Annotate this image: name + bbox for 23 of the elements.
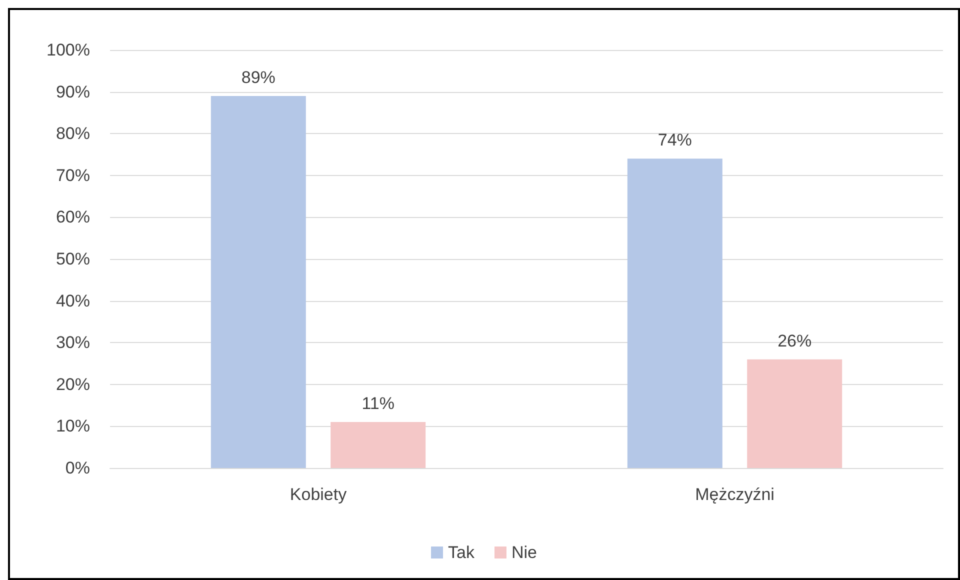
y-tick-label: 30%: [56, 333, 90, 352]
x-tick-label: Kobiety: [290, 485, 348, 504]
y-tick-label: 0%: [65, 458, 90, 478]
bar: [627, 158, 722, 468]
y-tick-label: 80%: [56, 124, 90, 144]
bar: [747, 359, 842, 468]
y-tick-label: 90%: [56, 82, 90, 102]
y-tick-label: 10%: [56, 416, 90, 436]
legend-label: Nie: [511, 543, 537, 562]
bar: [210, 96, 306, 468]
y-tick-label: 100%: [46, 40, 90, 60]
x-tick-label: Mężczyźni: [695, 485, 774, 504]
y-tick-label: 20%: [56, 374, 90, 394]
y-tick-label: 40%: [56, 291, 90, 310]
data-label: 89%: [241, 68, 276, 87]
data-label: 74%: [658, 130, 692, 150]
legend-label: Tak: [448, 543, 475, 562]
y-tick-label: 50%: [56, 250, 90, 268]
y-tick-label: 60%: [56, 208, 90, 227]
bar: [330, 422, 426, 468]
data-label: 11%: [362, 394, 394, 414]
data-label: 26%: [778, 331, 812, 350]
y-tick-label: 70%: [56, 166, 90, 185]
